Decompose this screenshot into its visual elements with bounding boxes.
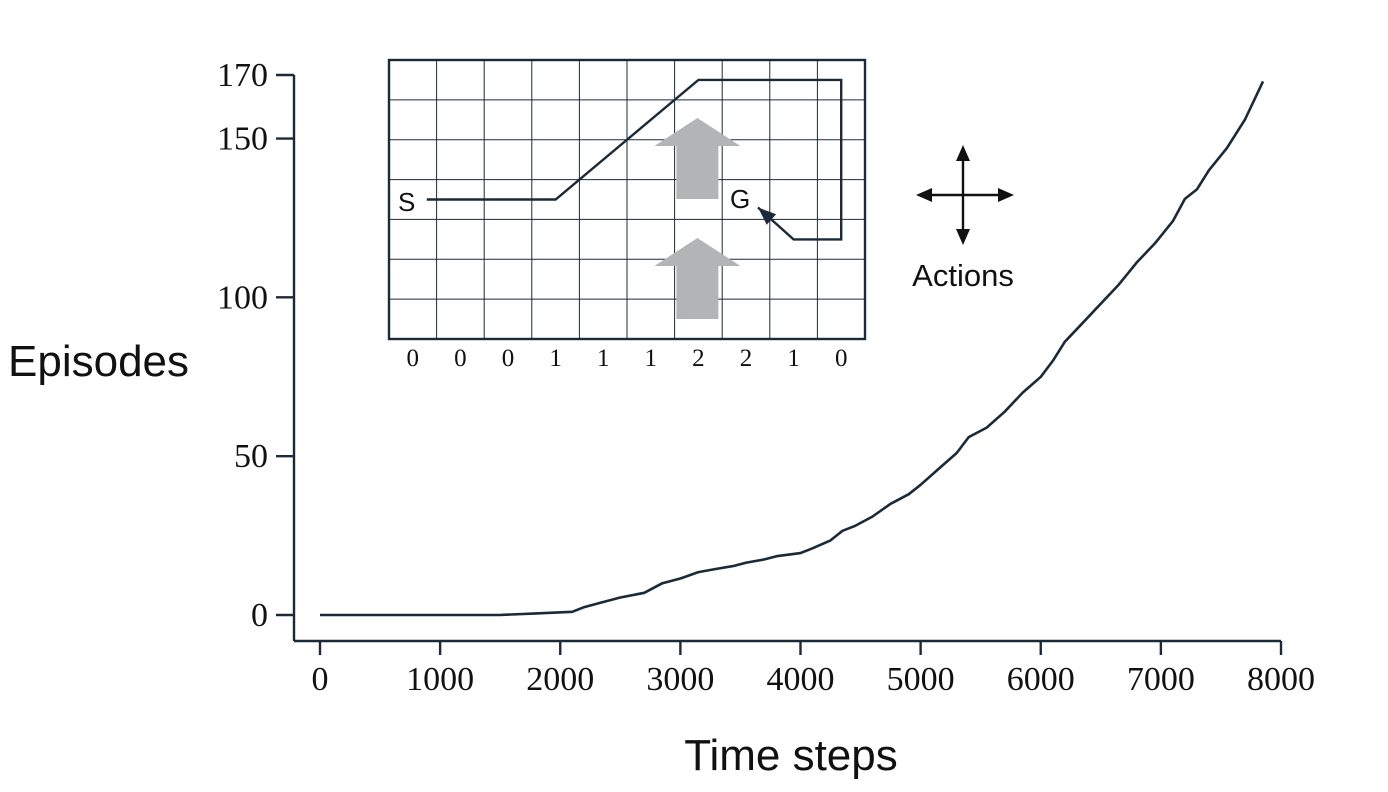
- wind-up-arrow-icon: [654, 238, 741, 319]
- actions-cross-arrows-icon: [921, 150, 1009, 240]
- x-tick-label: 1000: [406, 661, 474, 698]
- wind-strength-label: 2: [740, 345, 753, 372]
- arrow-up-icon: [956, 145, 970, 161]
- start-label: S: [398, 187, 415, 217]
- episode-path: [426, 78, 843, 241]
- windy-gridworld-inset: S G 0 0 0 1 1 1 2 2 1 0: [387, 58, 867, 372]
- path-line: [426, 78, 843, 241]
- y-axis-ticks: 0 50 100 150 170: [217, 57, 294, 634]
- arrow-down-icon: [956, 229, 970, 245]
- wind-strength-label: 0: [502, 345, 515, 372]
- x-tick-label: 6000: [1007, 661, 1075, 698]
- x-axis-ticks: 0 1000 2000 3000 4000 5000 6000 7000 8000: [312, 641, 1315, 698]
- series-layer: [320, 80, 1265, 617]
- x-tick-label: 0: [312, 661, 329, 698]
- y-tick-label: 150: [217, 121, 268, 158]
- wind-strength-label: 1: [645, 345, 658, 372]
- y-tick-label: 170: [217, 57, 268, 94]
- wind-strength-labels: 0 0 0 1 1 1 2 2 1 0: [407, 345, 848, 372]
- wind-arrows: [654, 118, 741, 319]
- actions-legend: Actions: [912, 145, 1014, 293]
- arrow-right-icon: [998, 188, 1014, 202]
- x-tick-label: 8000: [1247, 661, 1315, 698]
- wind-strength-label: 0: [454, 345, 467, 372]
- wind-strength-label: 0: [407, 345, 420, 372]
- arrow-left-icon: [916, 188, 932, 202]
- y-tick-label: 50: [234, 438, 268, 475]
- goal-label: G: [730, 184, 750, 214]
- y-tick-label: 0: [251, 597, 268, 634]
- x-tick-label: 3000: [646, 661, 714, 698]
- y-tick-label: 100: [217, 279, 268, 316]
- axes: [292, 75, 1281, 643]
- x-axis-label: Time steps: [684, 731, 898, 780]
- wind-strength-label: 1: [549, 345, 562, 372]
- y-axis-label: Episodes: [8, 337, 189, 386]
- wind-strength-label: 0: [835, 345, 848, 372]
- x-tick-label: 4000: [767, 661, 835, 698]
- x-tick-label: 7000: [1127, 661, 1195, 698]
- wind-strength-label: 1: [787, 345, 800, 372]
- x-tick-label: 2000: [526, 661, 594, 698]
- wind-up-arrow-icon: [654, 118, 741, 199]
- wind-strength-label: 1: [597, 345, 610, 372]
- path-arrowhead-icon: [758, 207, 777, 225]
- actions-label: Actions: [912, 258, 1014, 293]
- episodes-series-line: [320, 80, 1265, 617]
- x-tick-label: 5000: [887, 661, 955, 698]
- inset-border: [387, 58, 867, 341]
- wind-strength-label: 2: [692, 345, 705, 372]
